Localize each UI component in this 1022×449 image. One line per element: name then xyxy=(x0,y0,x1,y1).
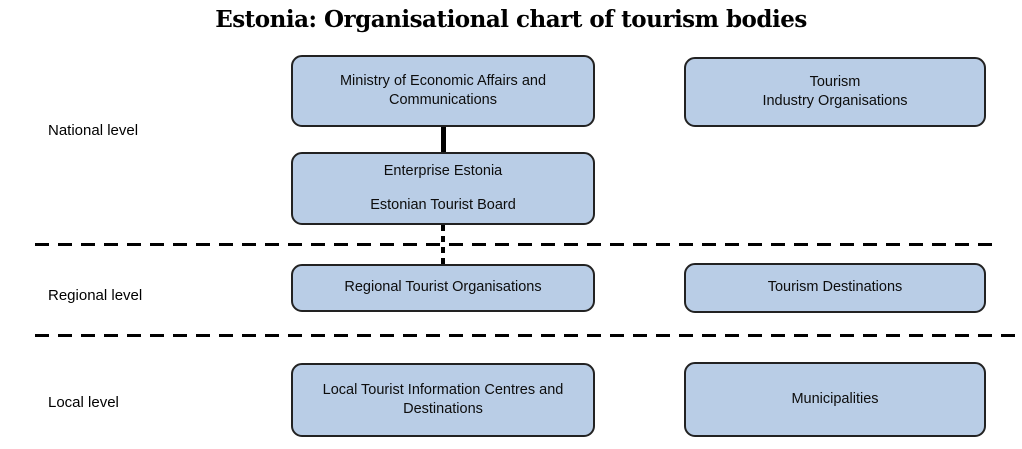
separator-national-regional xyxy=(35,243,998,246)
node-regional-tourist-organisations: Regional Tourist Organisations xyxy=(291,264,595,312)
node-local-tourist-information-centres: Local Tourist Information Centres and De… xyxy=(291,363,595,437)
separator-regional-local xyxy=(35,334,1022,337)
node-text-line: Industry Organisations xyxy=(762,93,908,109)
level-label-regional: Regional level xyxy=(48,287,143,304)
node-text-line: Estonian Tourist Board xyxy=(370,197,516,213)
level-label-local: Local level xyxy=(48,394,119,411)
node-text-line: Municipalities xyxy=(791,390,879,407)
connector-ministry-enterprise xyxy=(441,127,446,152)
node-text-line: Tourism Destinations xyxy=(767,279,903,296)
node-text-line: Ministry of Economic Affairs and xyxy=(339,72,547,89)
node-tourism-destinations: Tourism Destinations xyxy=(684,263,986,313)
node-text-line: Enterprise Estonia xyxy=(383,162,503,179)
node-text-line: Local Tourist Information Centres and xyxy=(322,381,564,398)
node-tourism-industry-organisations: Tourism Industry Organisations xyxy=(684,57,986,127)
level-label-national: National level xyxy=(48,122,139,139)
node-ministry-of-economic-affairs: Ministry of Economic Affairs and Communi… xyxy=(291,55,595,127)
chart-title: Estonia: Organisational chart of tourism… xyxy=(215,6,807,33)
node-enterprise-estonia: Enterprise Estonia Estonian Tourist Boar… xyxy=(291,152,595,225)
node-text-line: Tourism xyxy=(809,73,861,90)
node-text-line: Regional Tourist Organisations xyxy=(344,279,542,296)
node-text-line: Communications xyxy=(389,92,497,108)
node-text-line: Destinations xyxy=(403,401,483,417)
node-municipalities: Municipalities xyxy=(684,362,986,437)
